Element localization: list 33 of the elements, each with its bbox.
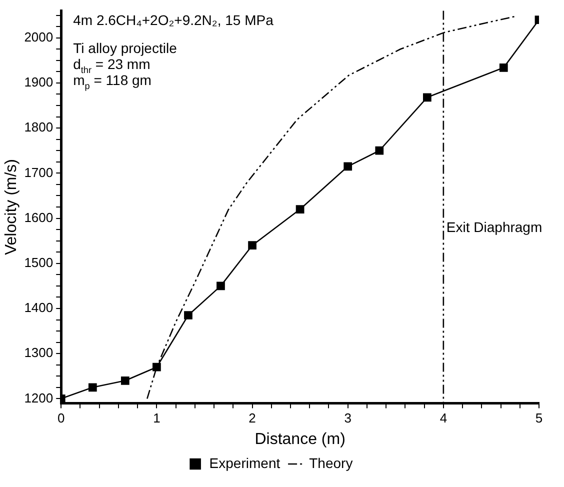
y-axis-title: Velocity (m/s) [3, 158, 20, 256]
point [499, 63, 508, 72]
ref-line-label: Exit Diaphragm [446, 218, 542, 235]
y-tick-label: 1200 [24, 390, 54, 406]
point [216, 282, 225, 290]
x-tick-label: 4 [440, 410, 448, 426]
x-axis-title: Distance (m) [254, 430, 346, 448]
x-tick-label: 1 [153, 410, 160, 426]
point [344, 162, 352, 171]
point [375, 146, 384, 155]
point [152, 362, 161, 372]
y-tick-label: 1400 [24, 300, 54, 316]
y-tick-label: 1600 [24, 210, 54, 225]
point [120, 376, 130, 385]
point [248, 241, 256, 250]
chart-title: 4m 2.6CH₄+2O₂+9.2N₂, 15 MPa [73, 12, 274, 28]
legend-label: Experiment [209, 454, 280, 471]
x-tick-label: 5 [535, 410, 543, 426]
x-tick-label: 3 [344, 410, 352, 426]
x-tick-label: 0 [58, 410, 65, 426]
y-tick-label: 1500 [24, 254, 54, 270]
annotation: Ti alloy projectile [73, 40, 178, 56]
y-tick-label: 2000 [24, 29, 54, 44]
point [88, 383, 97, 392]
y-tick-label: 1800 [24, 120, 54, 135]
point [184, 311, 192, 320]
legend-label: Theory [309, 454, 353, 471]
x-tick-label: 2 [248, 410, 256, 426]
y-tick-label: 1900 [24, 74, 54, 90]
point [296, 205, 304, 214]
point [422, 93, 432, 102]
y-tick-label: 1700 [24, 164, 54, 180]
y-tick-label: 1300 [24, 345, 54, 360]
